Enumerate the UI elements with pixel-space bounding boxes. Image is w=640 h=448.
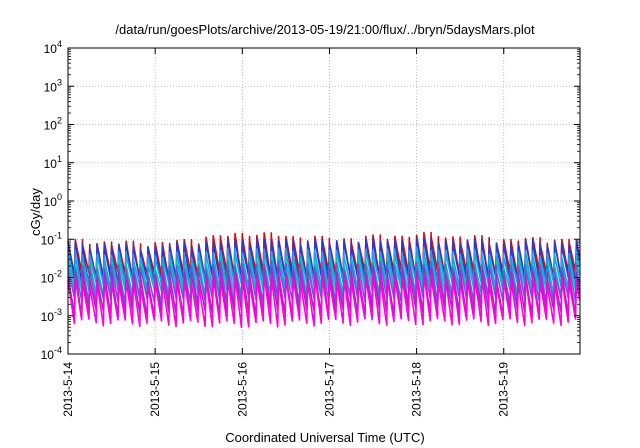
x-tick-label: 2013-5-15 (148, 362, 162, 417)
x-tick-label: 2013-5-18 (410, 362, 424, 417)
x-tick-label: 2013-5-16 (235, 362, 249, 417)
x-axis-label: Coordinated Universal Time (UTC) (225, 430, 424, 445)
x-tick-label: 2013-5-14 (61, 362, 75, 417)
y-tick-label: 104 (44, 39, 62, 56)
x-tick-label: 2013-5-19 (497, 362, 511, 417)
y-tick-label: 10-4 (41, 345, 62, 362)
x-tick-label: 2013-5-17 (322, 362, 336, 417)
y-tick-label: 10-1 (41, 230, 62, 247)
y-tick-label: 10-3 (41, 307, 62, 324)
y-tick-label: 101 (44, 154, 62, 171)
y-tick-label: 100 (44, 192, 62, 209)
axes: 10-4 10-3 10-2 10-1 100 101 102 103 104 2013-5-14… (41, 39, 581, 417)
chart-title: /data/run/goesPlots/archive/2013-05-19/2… (115, 22, 535, 37)
y-tick-label: 10-2 (41, 269, 62, 286)
plot-frame (67, 47, 581, 355)
y-tick-label: 102 (44, 116, 62, 133)
series-line (67, 273, 581, 329)
y-tick-label: 103 (44, 77, 62, 94)
y-axis-label: cGy/day (28, 188, 43, 236)
series-layer (67, 231, 581, 329)
